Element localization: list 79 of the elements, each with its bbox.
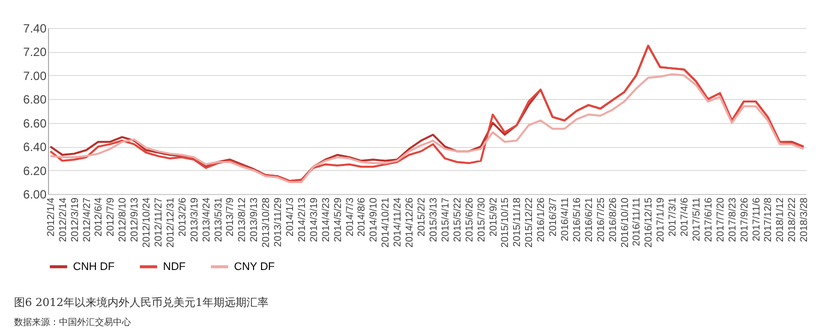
x-tick-label: 2015/9/2: [488, 197, 500, 236]
x-tick-label: 2018/1/12: [775, 197, 786, 242]
x-tick-label: 2015/2/2: [416, 197, 428, 236]
legend-label: NDF: [163, 260, 186, 273]
x-tick-label: 2014/10/21: [380, 197, 392, 248]
x-tick-label: 2016/11/11: [632, 197, 643, 246]
x-tick-label: 2018/3/28: [799, 197, 810, 242]
x-tick-label: 2013/11/29: [273, 197, 284, 247]
x-tick-label: 2016/7/25: [596, 197, 607, 242]
x-tick-label: 2014/4/23: [320, 197, 332, 242]
y-tick-label: 6.80: [23, 92, 47, 107]
x-tick-label: 2015/5/22: [452, 197, 464, 242]
x-tick-label: 2013/3/19: [189, 197, 200, 242]
y-tick-label: 6.20: [23, 164, 47, 178]
x-tick-label: 2012/7/9: [106, 197, 117, 236]
x-tick-label: 2016/6/21: [584, 197, 595, 242]
y-tick-label: 6.60: [23, 116, 47, 130]
x-tick-label: 2012/4/27: [82, 197, 93, 242]
x-tick-label: 2017/3/1: [668, 197, 679, 236]
x-tick-label: 2016/1/26: [536, 197, 548, 242]
x-tick-label: 2012/8/10: [118, 197, 129, 242]
x-tick-label: 2012/1/4: [46, 197, 57, 236]
x-tick-label: 2014/12/26: [404, 197, 416, 248]
x-tick-label: 2012/2/14: [58, 197, 69, 242]
x-tick-label: 2017/5/11: [692, 197, 703, 242]
x-tick-label: 2016/4/11: [560, 197, 571, 242]
x-tick-label: 2013/2/6: [177, 197, 188, 236]
x-tick-label: 2017/12/8: [763, 197, 774, 242]
x-tick-label: 2012/12/31: [165, 197, 176, 248]
x-tick-label: 2016/12/15: [644, 197, 655, 248]
x-tick-label: 2015/12/22: [524, 197, 536, 248]
x-tick-label: 2012/11/27: [153, 197, 164, 247]
legend-label: CNH DF: [73, 260, 115, 273]
x-tick-label: 2013/5/31: [213, 197, 224, 242]
x-tick-label: 2016/3/7: [548, 197, 560, 236]
y-tick-label: 7.20: [23, 45, 47, 60]
x-tick-label: 2013/8/12: [237, 197, 248, 242]
x-tick-label: 2016/8/26: [608, 197, 619, 242]
x-tick-label: 2017/8/23: [727, 197, 738, 242]
x-tick-label: 2012/3/19: [70, 197, 81, 242]
x-tick-label: 2017/7/20: [715, 197, 726, 242]
x-tick-label: 2017/11/6: [751, 197, 762, 242]
x-tick-label: 2013/9/13: [249, 197, 260, 242]
x-tick-label: 2017/4/6: [680, 197, 691, 236]
x-tick-label: 2017/6/16: [703, 197, 714, 242]
y-tick-label: 6.00: [23, 188, 47, 202]
x-tick-label: 2014/11/24: [392, 197, 404, 247]
x-tick-label: 2015/4/17: [440, 197, 452, 242]
y-tick-label: 7.00: [23, 68, 47, 83]
x-tick-label: 2013/7/9: [225, 197, 236, 236]
x-tick-label: 2014/8/6: [356, 197, 368, 236]
x-tick-label: 2014/7/3: [344, 197, 356, 236]
y-tick-label: 6.40: [23, 140, 47, 154]
x-tick-label: 2016/5/16: [572, 197, 583, 242]
text: 图6 2012年以来境内外人民币兑美元1年期远期汇率: [14, 295, 268, 310]
y-tick-label: 7.40: [23, 22, 47, 36]
x-tick-label: 2012/10/24: [142, 197, 153, 248]
x-tick-label: 2014/9/10: [368, 197, 380, 242]
source-note: 数据来源：中国外汇交易中心: [14, 316, 131, 329]
x-tick-label: 2013/10/28: [261, 197, 272, 248]
x-tick-label: 2015/7/30: [476, 197, 488, 242]
x-tick-label: 2017/1/19: [656, 197, 667, 242]
line-series: [49, 73, 805, 184]
x-tick-label: 2014/2/13: [296, 197, 308, 242]
x-tick-label: 2014/5/29: [332, 197, 344, 242]
legend-label: CNY DF: [234, 260, 276, 273]
x-tick-label: 2018/2/22: [787, 197, 798, 242]
x-tick-label: 2015/3/13: [428, 197, 440, 242]
x-tick-label: 2015/6/26: [464, 197, 476, 242]
x-tick-label: 2014/3/19: [308, 197, 320, 242]
x-tick-label: 2015/11/18: [512, 197, 524, 247]
x-tick-label: 2015/10/15: [500, 197, 512, 248]
x-tick-label: 2012/9/13: [130, 197, 141, 242]
line-series: [49, 44, 805, 182]
x-tick-label: 2013/4/24: [201, 197, 212, 242]
x-tick-label: 2012/6/4: [94, 197, 105, 236]
x-tick-label: 2014/1/3: [285, 197, 296, 236]
x-tick-label: 2016/10/10: [620, 197, 631, 248]
x-tick-label: 2017/9/26: [739, 197, 750, 242]
